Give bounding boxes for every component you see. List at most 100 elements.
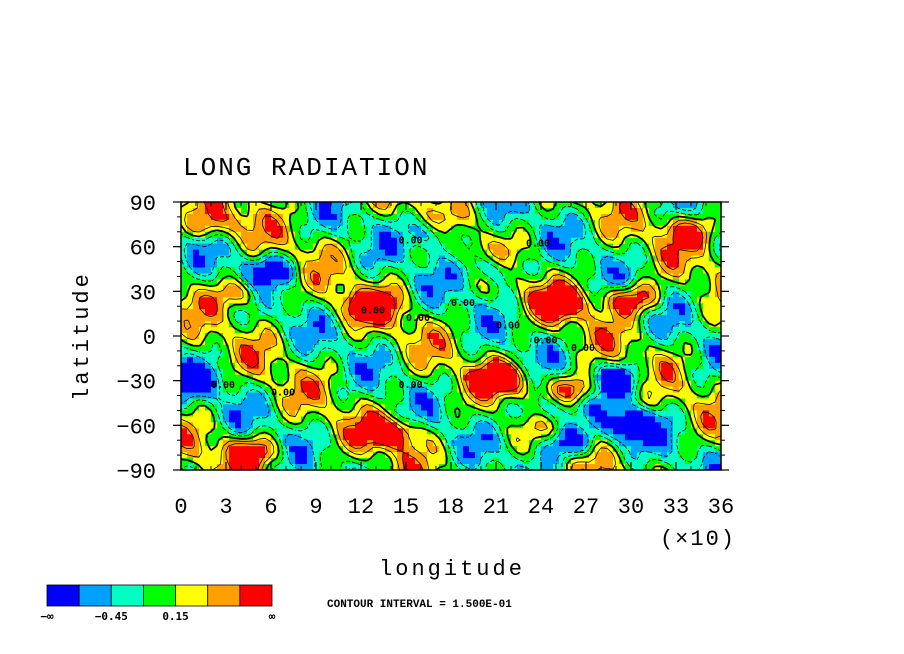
field-cell (643, 446, 650, 453)
field-cell (379, 225, 386, 233)
field-cell (499, 434, 506, 441)
field-cell (439, 446, 446, 453)
field-cell (595, 422, 602, 429)
field-cell (247, 207, 254, 215)
field-cell (391, 458, 398, 465)
field-cell (283, 344, 290, 352)
field-cell (505, 368, 512, 376)
field-cell (529, 362, 536, 370)
field-cell (547, 440, 554, 447)
field-cell (487, 225, 494, 233)
field-cell (493, 440, 500, 447)
field-cell (691, 368, 698, 376)
field-cell (511, 267, 518, 275)
field-cell (541, 386, 548, 394)
field-cell (631, 368, 638, 376)
field-cell (385, 297, 392, 304)
field-cell (349, 410, 356, 417)
field-cell (667, 219, 674, 227)
field-cell (697, 207, 704, 215)
field-cell (403, 231, 410, 239)
field-cell (451, 303, 458, 310)
field-cell (361, 225, 368, 233)
field-cell (199, 350, 206, 358)
field-cell (217, 291, 224, 298)
field-cell (187, 440, 194, 447)
field-cell (259, 291, 266, 298)
field-cell (271, 291, 278, 298)
field-cell (385, 446, 392, 453)
field-cell (223, 368, 230, 376)
field-cell (229, 368, 236, 376)
field-cell (289, 422, 296, 429)
field-cell (571, 213, 578, 221)
field-cell (373, 416, 380, 423)
field-cell (583, 243, 590, 251)
field-cell (655, 309, 662, 316)
field-cell (247, 225, 254, 233)
field-cell (607, 422, 614, 429)
field-cell (697, 213, 704, 221)
field-cell (625, 452, 632, 459)
field-cell (415, 249, 422, 257)
field-cell (637, 464, 644, 470)
field-cell (445, 440, 452, 447)
field-cell (643, 458, 650, 465)
field-cell (499, 416, 506, 423)
field-cell (313, 374, 320, 382)
field-cell (667, 237, 674, 245)
field-cell (181, 410, 188, 417)
field-cell (343, 285, 350, 292)
field-cell (535, 350, 542, 358)
field-cell (271, 273, 278, 281)
field-cell (295, 267, 302, 275)
field-cell (475, 225, 482, 233)
field-cell (661, 225, 668, 233)
field-cell (313, 291, 320, 298)
field-cell (355, 410, 362, 417)
field-cell (613, 410, 620, 417)
field-cell (343, 386, 350, 394)
field-cell (403, 297, 410, 304)
field-cell (679, 368, 686, 376)
field-cell (625, 207, 632, 215)
field-cell (235, 303, 242, 310)
field-cell (415, 338, 422, 346)
field-cell (703, 303, 710, 310)
field-cell (433, 309, 440, 316)
field-cell (295, 321, 302, 328)
field-cell (385, 333, 392, 340)
field-cell (379, 410, 386, 417)
field-cell (379, 434, 386, 441)
field-cell (181, 356, 188, 364)
field-cell (673, 291, 680, 298)
field-cell (487, 207, 494, 215)
field-cell (337, 231, 344, 239)
field-cell (445, 386, 452, 394)
field-cell (391, 225, 398, 233)
field-cell (223, 267, 230, 275)
field-cell (349, 279, 356, 286)
field-cell (283, 243, 290, 251)
field-cell (493, 285, 500, 292)
field-cell (247, 458, 254, 465)
field-cell (529, 237, 536, 245)
field-cell (325, 255, 332, 263)
field-cell (655, 428, 662, 435)
field-cell (331, 440, 338, 447)
field-cell (673, 315, 680, 322)
field-cell (505, 344, 512, 352)
field-cell (301, 410, 308, 417)
field-cell (301, 422, 308, 429)
field-cell (661, 333, 668, 340)
field-cell (583, 410, 590, 417)
field-cell (595, 338, 602, 346)
field-cell (679, 309, 686, 316)
field-cell (613, 344, 620, 352)
field-cell (199, 458, 206, 465)
field-cell (487, 368, 494, 376)
field-cell (469, 434, 476, 441)
field-cell (631, 428, 638, 435)
field-cell (397, 267, 404, 275)
field-cell (481, 446, 488, 453)
